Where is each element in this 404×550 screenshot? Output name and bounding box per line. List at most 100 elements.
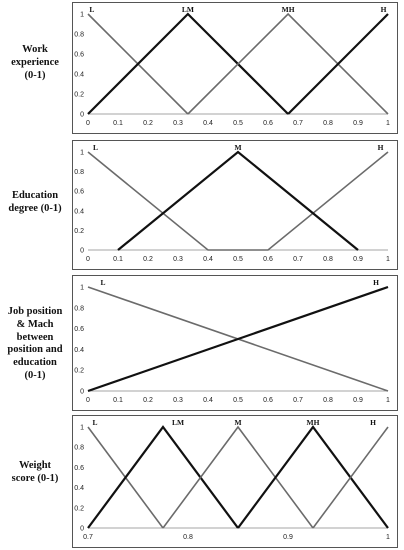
series-line-mh (187, 12, 389, 115)
work-experience-chart: 0 0.2 0.4 0.6 0.8 1 0 0.1 0.2 0.3 0.4 0.5 0.6 0.7 0.8 0… (72, 2, 398, 134)
series-label-h: H (370, 418, 376, 427)
x-tick-label: 0.6 (263, 397, 273, 404)
x-tick-label: 0.6 (263, 120, 273, 127)
x-tick-label: 0.4 (203, 397, 213, 404)
x-tick-label: 0.4 (203, 120, 213, 127)
x-tick-label: 0.2 (143, 256, 153, 263)
chart-frame (72, 275, 398, 411)
row-label-line: (0-1) (24, 369, 46, 381)
y-tick-label: 0.8 (74, 32, 84, 39)
education-degree-label: Education degree (0-1) (0, 190, 70, 216)
x-tick-label: 0.3 (173, 397, 183, 404)
x-tick-label: 0.1 (113, 256, 123, 263)
row-label-line: score (0-1) (11, 472, 59, 484)
y-tick-label: 0.4 (74, 208, 84, 215)
x-tick-label: 0.8 (183, 534, 193, 541)
row-label-line: education (13, 357, 57, 369)
y-tick-label: 0 (80, 248, 84, 255)
row-label-line: (0-1) (24, 69, 46, 81)
series-label-h: H (378, 143, 384, 152)
weight-score-label: Weight score (0-1) (0, 460, 70, 486)
row-label-line: Job position (7, 306, 63, 317)
x-tick-label: 0.7 (293, 120, 303, 127)
series-line-h (287, 13, 389, 115)
x-tick-label: 0.8 (323, 256, 333, 263)
y-tick-label: 1 (80, 150, 84, 157)
row-label-line: position and (7, 344, 63, 356)
x-tick-label: 0.5 (233, 397, 243, 404)
row-label-line: & Mach (16, 318, 54, 330)
weight-score-chart: 0 0.2 0.4 0.6 0.8 1 0.7 0.8 0.9 1 L LM M MH H (72, 415, 398, 548)
x-tick-label: 0.3 (173, 256, 183, 263)
x-tick-label: 0.2 (143, 397, 153, 404)
series-label-h: H (381, 5, 387, 14)
y-tick-label: 0.6 (74, 326, 84, 333)
series-line-m (117, 150, 359, 251)
x-tick-label: 0 (86, 120, 90, 127)
x-tick-label: 0.8 (323, 120, 333, 127)
y-tick-label: 0.8 (74, 305, 84, 312)
x-tick-label: 0.7 (83, 534, 93, 541)
series-line-l (87, 151, 389, 251)
series-label-l: L (92, 418, 97, 427)
series-line-m (162, 425, 314, 529)
y-tick-label: 1 (80, 425, 84, 432)
x-tick-label: 0.2 (143, 120, 153, 127)
chart-svg: 0 0.2 0.4 0.6 0.8 1 0 0.1 0.2 0.3 0.4 0.5 0.6 0.7 0.8 0… (72, 275, 398, 411)
x-tick-label: 0.7 (293, 397, 303, 404)
series-line-h (87, 285, 389, 393)
y-tick-label: 1 (80, 12, 84, 19)
x-tick-label: 0 (86, 256, 90, 263)
series-line-lm (87, 425, 239, 529)
series-label-h: H (373, 278, 379, 287)
x-tick-label: 1 (386, 120, 390, 127)
row-label-line: experience (11, 56, 59, 68)
row-label-line: degree (0-1) (8, 202, 62, 214)
row-label-line: Weight (18, 460, 52, 471)
job-position-label: Job position & Mach between position and… (0, 306, 70, 383)
y-tick-label: 0.8 (74, 169, 84, 176)
x-tick-label: 0.4 (203, 256, 213, 263)
x-tick-label: 1 (386, 397, 390, 404)
row-label-line: between (16, 331, 54, 343)
job-position-chart: 0 0.2 0.4 0.6 0.8 1 0 0.1 0.2 0.3 0.4 0.5 0.6 0.7 0.8 0… (72, 275, 398, 411)
series-label-l: L (93, 143, 98, 152)
y-tick-label: 0.6 (74, 465, 84, 472)
y-tick-label: 0.2 (74, 228, 84, 235)
y-tick-label: 0.2 (74, 92, 84, 99)
y-tick-label: 0 (80, 389, 84, 396)
series-label-mh: MH (282, 5, 295, 14)
y-tick-label: 0.2 (74, 368, 84, 375)
series-label-lm: LM (172, 418, 184, 427)
y-tick-label: 0 (80, 526, 84, 533)
x-tick-label: 0 (86, 397, 90, 404)
x-tick-label: 0.3 (173, 120, 183, 127)
series-label-m: M (234, 143, 241, 152)
x-tick-label: 1 (386, 534, 390, 541)
chart-frame (72, 140, 398, 270)
series-line-mh (237, 425, 389, 529)
y-tick-label: 1 (80, 285, 84, 292)
x-tick-label: 0.5 (233, 256, 243, 263)
x-tick-label: 0.9 (283, 534, 293, 541)
y-tick-label: 0.8 (74, 445, 84, 452)
education-degree-chart: 0 0.2 0.4 0.6 0.8 1 0 0.1 0.2 0.3 0.4 0.5 0.6 0.7 0.8 0… (72, 140, 398, 270)
x-tick-label: 0.9 (353, 397, 363, 404)
x-tick-label: 0.5 (233, 120, 243, 127)
y-tick-label: 0.2 (74, 505, 84, 512)
row-label-line: Education (11, 190, 59, 201)
x-tick-label: 1 (386, 256, 390, 263)
x-tick-label: 0.6 (263, 256, 273, 263)
series-label-l: L (100, 278, 105, 287)
y-tick-label: 0.6 (74, 189, 84, 196)
x-tick-label: 0.1 (113, 397, 123, 404)
series-label-lm: LM (182, 5, 194, 14)
chart-svg: 0 0.2 0.4 0.6 0.8 1 0 0.1 0.2 0.3 0.4 0.5 0.6 0.7 0.8 0… (72, 140, 398, 270)
y-tick-label: 0.4 (74, 485, 84, 492)
row-label-line: Work (22, 44, 48, 55)
x-tick-label: 0.7 (293, 256, 303, 263)
x-tick-label: 0.9 (353, 120, 363, 127)
series-label-mh: MH (307, 418, 320, 427)
x-tick-label: 0.9 (353, 256, 363, 263)
work-experience-label: Work experience (0-1) (0, 44, 70, 82)
